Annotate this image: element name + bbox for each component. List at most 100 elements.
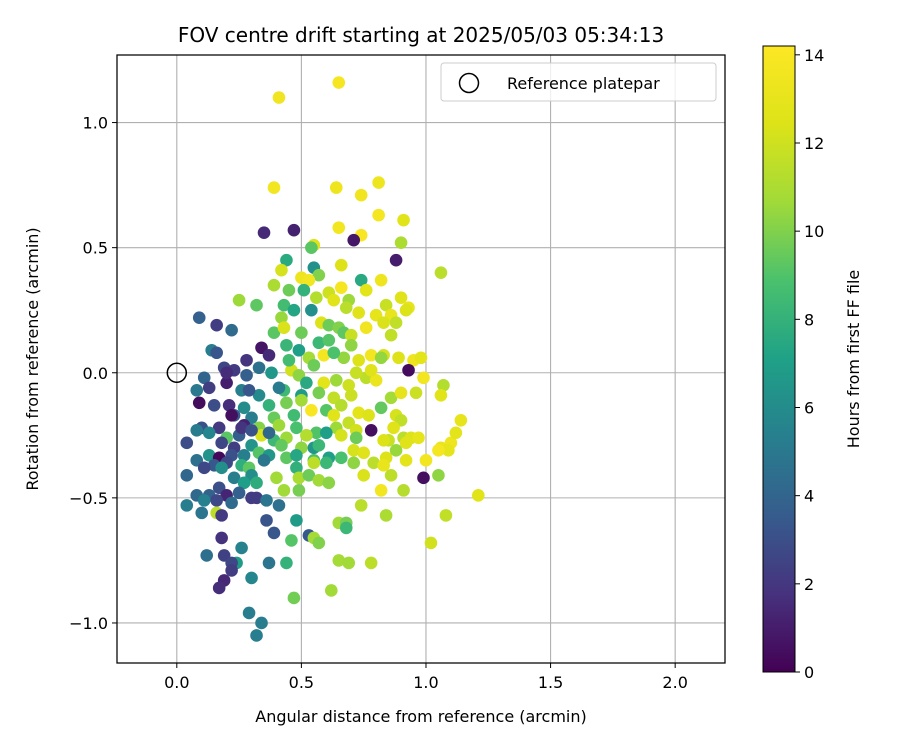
data-point [290, 421, 303, 435]
data-point [210, 318, 223, 332]
data-point [337, 351, 351, 365]
data-point [342, 556, 356, 570]
data-point [225, 496, 238, 510]
data-point [250, 491, 263, 505]
data-point [329, 373, 343, 387]
data-point [384, 328, 398, 342]
data-point [287, 223, 301, 237]
data-point [332, 76, 346, 89]
data-point [275, 439, 288, 452]
data-point [339, 521, 353, 535]
data-point [270, 471, 283, 485]
data-point [292, 471, 306, 485]
data-point [387, 421, 400, 435]
data-point [320, 456, 333, 470]
data-point [232, 486, 246, 500]
data-point [292, 484, 306, 497]
data-point [295, 393, 308, 407]
data-point [255, 616, 268, 630]
data-point [277, 321, 291, 335]
data-point [432, 444, 445, 457]
data-point [305, 241, 318, 254]
data-point [339, 301, 353, 315]
data-point [377, 459, 390, 472]
data-point [262, 556, 276, 570]
data-point [302, 469, 316, 482]
data-point [252, 361, 266, 375]
data-point [287, 303, 301, 317]
data-point [310, 426, 323, 440]
data-point [202, 381, 216, 395]
data-point [334, 398, 348, 412]
y-axis-ticks: −1.0 −0.5 0.0 0.5 1.0 [69, 114, 117, 633]
data-point [394, 386, 408, 400]
data-point [312, 474, 326, 487]
data-point [240, 368, 253, 382]
data-point [344, 338, 358, 352]
data-point [245, 571, 258, 585]
data-point [232, 293, 246, 307]
data-point [352, 406, 366, 420]
colorbar-tick-label: 0 [804, 663, 814, 682]
data-point [245, 424, 258, 437]
y-tick-label: 0.0 [83, 364, 108, 383]
data-point [220, 366, 233, 380]
data-point [225, 564, 238, 577]
data-point [364, 424, 378, 437]
x-tick-label: 1.0 [413, 673, 438, 692]
data-point [282, 353, 296, 367]
data-point [372, 176, 385, 189]
data-point [305, 403, 318, 417]
data-point [432, 469, 445, 482]
data-point [287, 408, 301, 422]
data-point [384, 391, 398, 405]
data-point [359, 283, 373, 297]
data-point [472, 489, 485, 502]
data-point [272, 499, 286, 512]
data-point [307, 456, 321, 470]
data-point [367, 456, 380, 470]
data-point [439, 509, 453, 522]
data-point [297, 283, 311, 297]
data-point [290, 449, 303, 462]
colorbar-gradient [762, 45, 796, 673]
data-point [332, 554, 346, 567]
data-point [227, 471, 241, 485]
data-point [402, 363, 415, 377]
data-point [320, 426, 333, 440]
data-point [424, 536, 438, 550]
data-point [280, 338, 293, 352]
x-axis-label: Angular distance from reference (arcmin) [255, 707, 586, 726]
data-point [272, 381, 286, 395]
data-point [262, 348, 276, 362]
data-point [327, 293, 341, 307]
data-point [197, 494, 211, 507]
data-point [180, 469, 194, 482]
data-point [359, 321, 373, 335]
data-point [250, 298, 263, 312]
data-point [397, 213, 410, 227]
data-point [374, 401, 388, 415]
y-tick-label: 1.0 [83, 114, 108, 133]
data-point [397, 484, 410, 497]
data-point [334, 258, 348, 272]
data-point [374, 273, 388, 287]
data-point [277, 484, 291, 497]
data-point [287, 591, 301, 605]
reference-platepar-marker [166, 362, 188, 384]
data-point [215, 436, 228, 450]
data-point [225, 323, 238, 337]
data-point [374, 484, 388, 497]
x-tick-label: 0.0 [164, 673, 189, 692]
colorbar-tick-label: 12 [804, 134, 824, 153]
data-point [419, 454, 433, 467]
data-point [334, 429, 348, 442]
data-point [225, 408, 238, 422]
data-point [302, 273, 316, 287]
data-point [364, 556, 378, 570]
data-point [347, 456, 361, 470]
data-point [332, 221, 346, 234]
data-point [195, 506, 209, 520]
data-point [202, 426, 216, 440]
